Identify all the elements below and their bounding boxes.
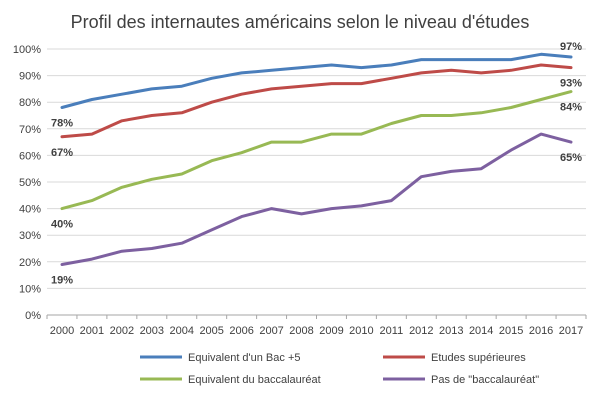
y-tick-label: 20%: [19, 257, 41, 269]
data-label: 40%: [51, 219, 73, 231]
x-tick-label: 2006: [229, 325, 253, 337]
x-tick-label: 2015: [499, 325, 523, 337]
data-labels: 78% 97% 67% 93% 40% 84% 19% 65%: [51, 41, 582, 286]
legend-label: Pas de "baccalauréat": [431, 374, 539, 386]
y-tick-label: 10%: [19, 283, 41, 295]
x-tick-label: 2017: [559, 325, 583, 337]
y-tick-label: 50%: [19, 177, 41, 189]
y-tick-label: 0%: [25, 310, 41, 322]
x-tick-label: 2002: [110, 325, 134, 337]
data-label: 93%: [560, 78, 582, 90]
x-tick-label: 2016: [529, 325, 553, 337]
x-tick-label: 2012: [409, 325, 433, 337]
x-axis-ticks: 2000 2001 2002 2003 2004 2005 2006 2007 2008 2009…: [46, 315, 587, 337]
x-tick-label: 2000: [50, 325, 74, 337]
data-label: 65%: [560, 152, 582, 164]
x-tick-label: 2008: [289, 325, 313, 337]
legend-label: Etudes supérieures: [431, 352, 526, 364]
x-tick-label: 2005: [199, 325, 223, 337]
series-line-1: [60, 52, 573, 109]
series-line-2: [60, 63, 573, 139]
data-label: 84%: [560, 102, 582, 114]
legend: Equivalent d'un Bac +5 Etudes supérieures…: [140, 352, 539, 386]
chart-title: Profil des internautes américains selon …: [71, 12, 530, 32]
x-tick-label: 2011: [380, 325, 404, 337]
x-tick-label: 2004: [170, 325, 194, 337]
y-tick-label: 90%: [19, 71, 41, 83]
x-tick-label: 2009: [319, 325, 343, 337]
y-tick-label: 40%: [19, 204, 41, 216]
x-tick-label: 2007: [259, 325, 283, 337]
y-tick-label: 30%: [19, 230, 41, 242]
x-tick-label: 2014: [469, 325, 493, 337]
data-label: 67%: [51, 147, 73, 159]
legend-label: Equivalent du baccalauréat: [188, 374, 321, 386]
data-label: 97%: [560, 41, 582, 53]
y-tick-label: 80%: [19, 97, 41, 109]
x-tick-label: 2010: [349, 325, 373, 337]
series-line-4: [60, 132, 573, 266]
y-tick-label: 60%: [19, 150, 41, 162]
x-tick-label: 2001: [80, 325, 104, 337]
gridlines: [47, 48, 586, 316]
y-tick-label: 70%: [19, 124, 41, 136]
y-tick-label: 100%: [13, 44, 41, 56]
x-tick-label: 2003: [140, 325, 164, 337]
data-label: 19%: [51, 274, 73, 286]
series-lines: [60, 52, 573, 266]
y-axis-ticks: 0% 10% 20% 30% 40% 50% 60% 70% 80% 90% 100%: [13, 44, 41, 322]
x-tick-label: 2013: [439, 325, 463, 337]
data-label: 78%: [51, 118, 73, 130]
series-line-3: [60, 90, 573, 211]
legend-label: Equivalent d'un Bac +5: [188, 352, 301, 364]
